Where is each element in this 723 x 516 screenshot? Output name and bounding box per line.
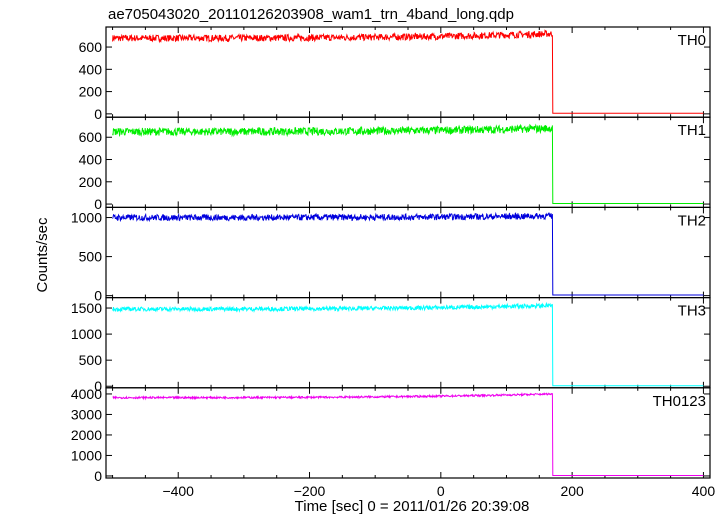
y-tick-label: 500 [79,249,103,265]
y-tick-label: 0 [94,288,102,304]
y-tick-label: 0 [94,378,102,394]
panel-frame [105,297,711,389]
y-tick-label: 500 [79,352,103,368]
x-tick-label: −200 [294,483,326,499]
y-tick-label: 0 [94,106,102,122]
series-name: TH2 [678,212,706,229]
y-tick-label: 1500 [71,300,102,316]
series-name: TH3 [678,303,706,320]
panel-th0: 0 200 400 600 TH0 [79,26,711,122]
y-tick-label: 600 [79,129,103,145]
y-tick-label: 3000 [71,406,102,422]
series-line-th0 [112,29,704,114]
panel-th0123: 0 1000 2000 3000 4000 TH0123 [71,386,711,484]
chart-panels: 0 200 400 600 TH0 0 200 400 600 TH1 0 500 1000 TH2 0 50… [71,26,716,499]
x-tick-label: −400 [162,483,194,499]
panel-frame [105,26,711,118]
series-line-th3 [112,301,704,387]
panel-th3: 0 500 1000 1500 TH3 [71,297,711,394]
y-tick-label: 1000 [71,210,102,226]
y-tick-label: 1000 [71,447,102,463]
y-tick-label: 400 [79,152,103,168]
panel-th1: 0 200 400 600 TH1 [79,116,711,212]
x-tick-label: 400 [692,483,716,499]
panel-frame [105,387,711,479]
x-tick-label: 0 [437,483,445,499]
y-tick-label: 200 [79,84,103,100]
chart-title: ae705043020_20110126203908_wam1_trn_4ban… [108,6,514,23]
y-tick-label: 0 [94,468,102,484]
series-name: TH0123 [653,393,706,410]
series-line-th0123 [112,391,704,476]
y-tick-label: 4000 [71,386,102,402]
y-tick-label: 200 [79,174,103,190]
series-line-th1 [112,123,704,204]
y-tick-label: 600 [79,39,103,55]
series-name: TH0 [678,32,706,49]
y-tick-label: 2000 [71,427,102,443]
x-axis-label: Time [sec] 0 = 2011/01/26 20:39:08 [295,498,530,515]
y-axis-label: Counts/sec [34,217,51,293]
panel-th2: 0 500 1000 TH2 [71,206,711,304]
panel-frame [105,206,711,299]
x-tick-label: 200 [560,483,584,499]
series-line-th2 [112,211,704,296]
y-tick-label: 0 [94,196,102,212]
series-name: TH1 [678,122,706,139]
y-tick-label: 400 [79,61,103,77]
y-tick-label: 1000 [71,326,102,342]
